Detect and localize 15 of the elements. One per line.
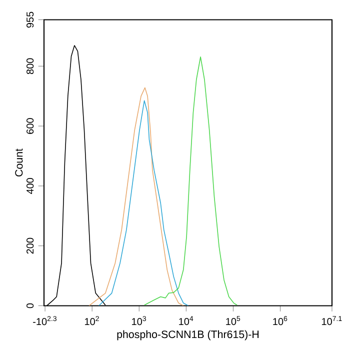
- x-axis-title: phospho-SCNN1B (Thr615)-H: [117, 330, 258, 340]
- x-tick-label: -10$^{2.3}$: [32, 316, 56, 326]
- y-tick-label: 955: [26, 12, 34, 28]
- y-tick-label: 400: [26, 178, 34, 194]
- y-tick-label: 800: [26, 58, 34, 74]
- y-tick-label: 200: [26, 238, 34, 254]
- y-tick-label: 600: [26, 118, 34, 134]
- x-tick-label: 10$^{5}$: [226, 316, 240, 326]
- x-tick-label: 10$^{2}$: [84, 316, 99, 326]
- y-tick-label: 0: [26, 303, 34, 308]
- x-tick-label: 10$^{7.1}$: [322, 316, 342, 326]
- y-axis-title: Count: [15, 148, 23, 176]
- x-tick-label: 10$^{6}$: [273, 316, 288, 326]
- x-tick-label: 10$^{3}$: [132, 316, 146, 326]
- x-tick-label: 10$^{4}$: [178, 316, 194, 326]
